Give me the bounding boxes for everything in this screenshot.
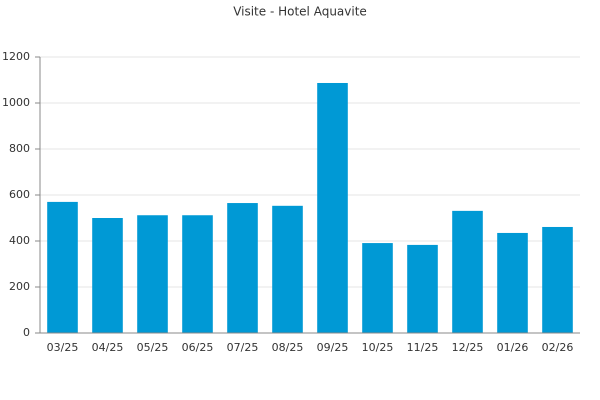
x-tick-label: 09/25 [317, 341, 349, 354]
y-tick-label: 400 [9, 234, 30, 247]
bar [92, 218, 123, 333]
bar [137, 215, 168, 333]
x-tick-label: 08/25 [272, 341, 304, 354]
y-tick-label: 0 [23, 326, 30, 339]
bar [182, 215, 213, 333]
x-tick-label: 07/25 [227, 341, 259, 354]
x-tick-label: 02/26 [542, 341, 574, 354]
bar [452, 210, 483, 333]
x-tick-label: 11/25 [407, 341, 439, 354]
y-tick-label: 200 [9, 280, 30, 293]
bar [227, 203, 258, 333]
bar [317, 82, 348, 334]
bar [542, 226, 573, 333]
chart-title: Visite - Hotel Aquavite [233, 5, 367, 19]
x-tick-label: 04/25 [92, 341, 124, 354]
y-tick-label: 1000 [2, 96, 30, 109]
x-tick-label: 10/25 [362, 341, 394, 354]
x-tick-label: 03/25 [47, 341, 79, 354]
bar [497, 232, 528, 333]
y-tick-label: 1200 [2, 50, 30, 63]
x-tick-label: 01/26 [497, 341, 529, 354]
x-tick-label: 12/25 [452, 341, 484, 354]
bar [407, 244, 438, 333]
bar [272, 205, 303, 333]
bar [362, 243, 393, 333]
x-tick-label: 06/25 [182, 341, 214, 354]
bar [47, 201, 78, 333]
y-tick-label: 800 [9, 142, 30, 155]
y-tick-label: 600 [9, 188, 30, 201]
x-tick-label: 05/25 [137, 341, 169, 354]
